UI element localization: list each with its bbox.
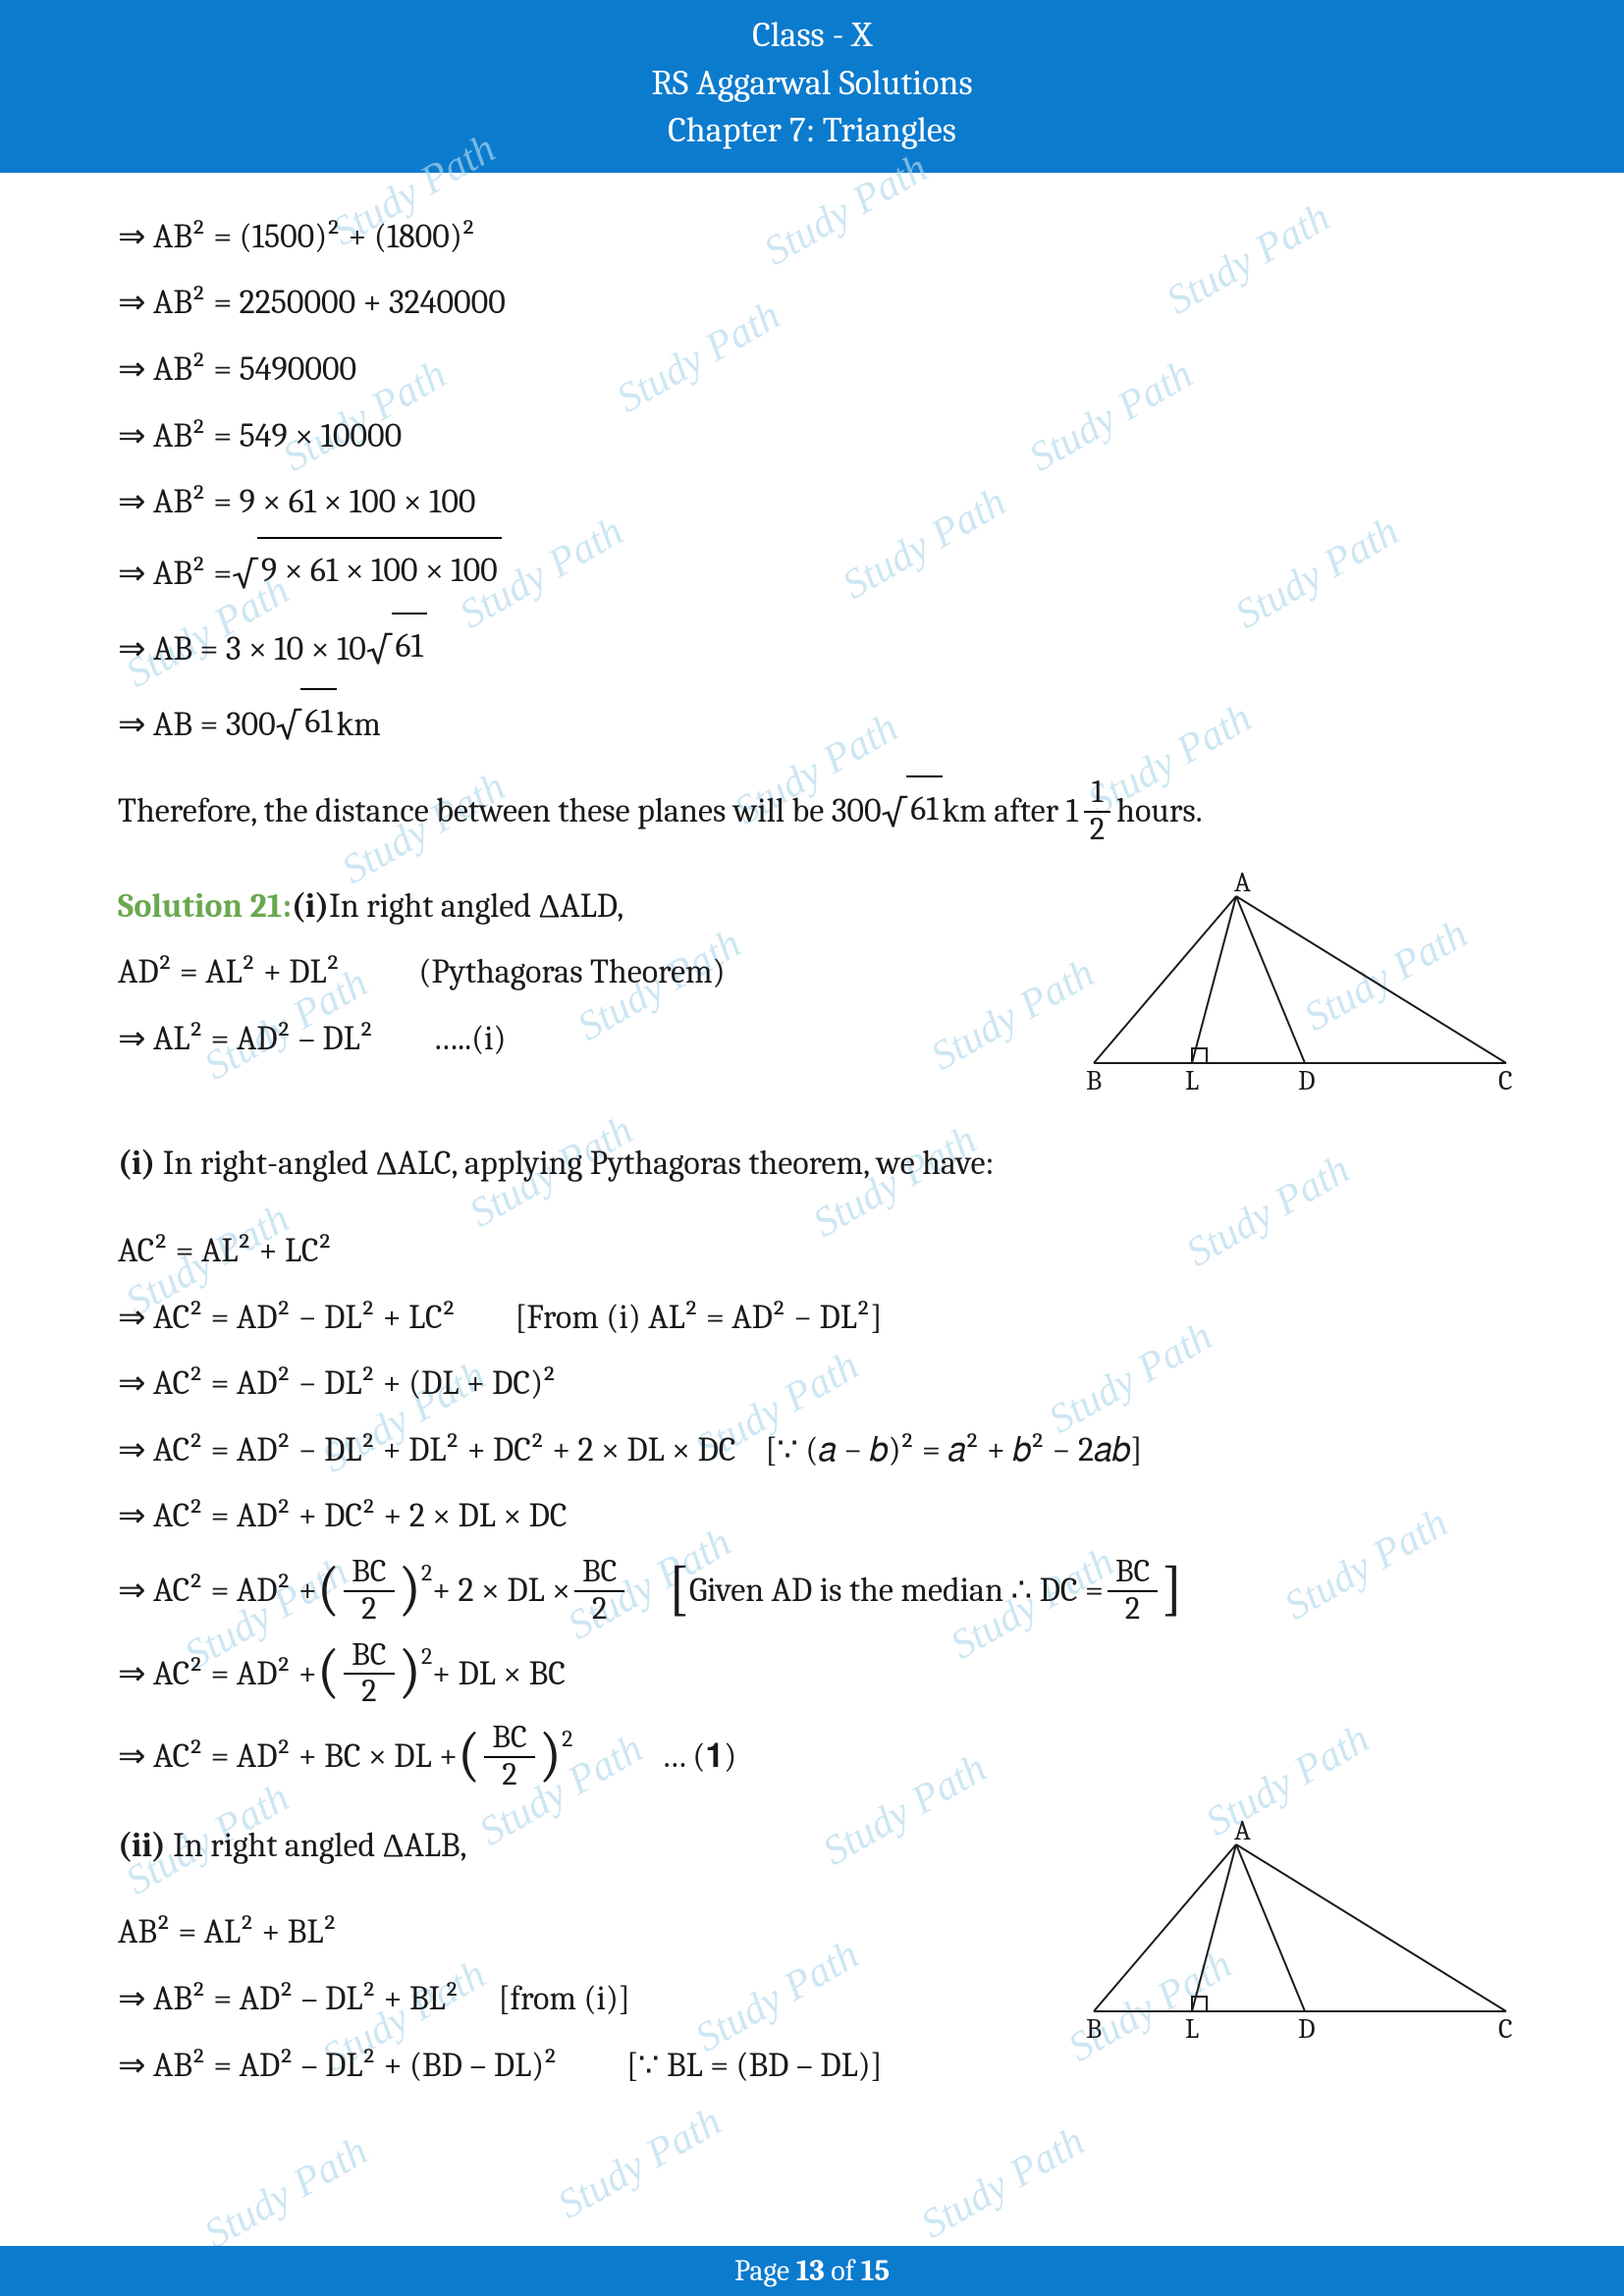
equation: AC² = AL² + LC² bbox=[118, 1219, 1526, 1283]
svg-text:D: D bbox=[1298, 2013, 1316, 2045]
content: ⇒ AB² = (1500)² + (1800)² ⇒ AB² = 225000… bbox=[0, 173, 1624, 2168]
svg-text:A: A bbox=[1234, 872, 1251, 898]
equation: ⇒ AB² = AD² – DL² + BL² [from (i)] bbox=[118, 1967, 1064, 2031]
solution-label: Solution 21: bbox=[118, 875, 292, 938]
eq-text: ⇒ AC² = AD² − DL² + DL² + DC² + 2 × DL ×… bbox=[118, 1418, 735, 1482]
part-ii-block: (ii) In right angled ΔALB, AB² = AL² + B… bbox=[118, 1800, 1526, 2100]
eq-text: ⇒ AB² = bbox=[118, 542, 232, 606]
part-i-heading: (i) In right-angled ΔALC, applying Pytha… bbox=[118, 1132, 1526, 1196]
eq-text: + 2 × DL × bbox=[432, 1551, 570, 1631]
footer-page-num: 13 bbox=[796, 2254, 825, 2288]
eq-text: km bbox=[337, 693, 381, 757]
svg-text:B: B bbox=[1086, 2013, 1102, 2045]
equation: ⇒ AB² = AD² – DL² + (BD – DL)² [∵ BL = (… bbox=[118, 2034, 1064, 2098]
triangle-diagram-2-wrap: A B L D C bbox=[1064, 1820, 1526, 2067]
equation: ⇒ AC² = AD² + (BC2)2 + DL × BC bbox=[118, 1634, 1526, 1715]
equation: ⇒ AB² = 2250000 + 3240000 bbox=[118, 271, 1526, 335]
text: In right angled ΔALB, bbox=[166, 1826, 467, 1865]
paragraph: Therefore, the distance between these pl… bbox=[118, 775, 1526, 848]
note: [from (i)] bbox=[499, 1967, 630, 2031]
equation: ⇒ AB² = 549 × 10000 bbox=[118, 404, 1526, 468]
equation: ⇒ AC² = AD² + BC × DL + (BC2)2 … (𝟏) bbox=[118, 1717, 1526, 1797]
equation: ⇒ AC² = AD² − DL² + LC² [From (i) AL² = … bbox=[118, 1286, 1526, 1350]
equation: AD² = AL² + DL² (Pythagoras Theorem) bbox=[118, 940, 1064, 1004]
equation: ⇒ AL² = AD² – DL² …..(i) bbox=[118, 1007, 1064, 1071]
sqrt: √61 bbox=[366, 613, 427, 685]
eq-text: + DL × BC bbox=[432, 1634, 566, 1715]
fraction: BC2 bbox=[344, 1555, 394, 1627]
note: [∵ BL = (BD – DL)] bbox=[626, 2034, 883, 2098]
sqrt: √61 bbox=[276, 688, 337, 761]
sqrt: √61 bbox=[882, 775, 943, 848]
equation: ⇒ AC² = AD² + (BC2)2 + 2 × DL × BC2 [Giv… bbox=[118, 1551, 1526, 1631]
equation: ⇒ AB² = 5490000 bbox=[118, 338, 1526, 401]
eq-text: ⇒ AB = 3 × 10 × 10 bbox=[118, 617, 366, 681]
equation: AB² = AL² + BL² bbox=[118, 1900, 1064, 1964]
note: Given AD is the median ∴ DC = bbox=[689, 1551, 1104, 1631]
equation: ⇒ AC² = AD² + DC² + 2 × DL × DC bbox=[118, 1484, 1526, 1548]
eq-text: ⇒ AC² = AD² − DL² + LC² bbox=[118, 1286, 456, 1350]
equation: ⇒ AB = 3 × 10 × 10 √61 bbox=[118, 613, 1526, 685]
solution-21-block: Solution 21: (i) In right angled ΔALD, A… bbox=[118, 872, 1526, 1119]
svg-text:L: L bbox=[1185, 1065, 1199, 1096]
page-header: Class - X RS Aggarwal Solutions Chapter … bbox=[0, 0, 1624, 173]
sqrt: √9 × 61 × 100 × 100 bbox=[232, 537, 502, 610]
equation: ⇒ AC² = AD² − DL² + DL² + DC² + 2 × DL ×… bbox=[118, 1418, 1526, 1482]
equation: ⇒ AB² = (1500)² + (1800)² bbox=[118, 205, 1526, 269]
part-label: (i) bbox=[292, 875, 329, 938]
equation: ⇒ AC² = AD² − DL² + (DL + DC)² bbox=[118, 1352, 1526, 1415]
triangle-diagram-1: A B L D C bbox=[1064, 872, 1526, 1097]
text: hours. bbox=[1116, 779, 1203, 843]
header-line3: Chapter 7: Triangles bbox=[0, 107, 1624, 155]
eq-text: ⇒ AC² = AD² + BC × DL + bbox=[118, 1717, 458, 1797]
page: Class - X RS Aggarwal Solutions Chapter … bbox=[0, 0, 1624, 2296]
triangle-diagram-2: A B L D C bbox=[1064, 1820, 1526, 2046]
fraction: BC2 bbox=[574, 1555, 624, 1627]
note: (Pythagoras Theorem) bbox=[418, 940, 725, 1004]
footer-page-total: 15 bbox=[861, 2254, 890, 2288]
solution-21-text: Solution 21: (i) In right angled ΔALD, A… bbox=[118, 872, 1064, 1074]
triangle-diagram-1-wrap: A B L D C bbox=[1064, 872, 1526, 1119]
page-footer: Page 13 of 15 bbox=[0, 2246, 1624, 2296]
svg-text:L: L bbox=[1185, 2013, 1199, 2045]
eq-text: AD² = AL² + DL² bbox=[118, 940, 340, 1004]
fraction: BC2 bbox=[484, 1721, 534, 1792]
text: In right angled ΔALD, bbox=[329, 875, 623, 938]
equation: ⇒ AB = 300 √61 km bbox=[118, 688, 1526, 761]
header-line1: Class - X bbox=[0, 12, 1624, 60]
eq-text: ⇒ AB = 300 bbox=[118, 693, 276, 757]
svg-text:C: C bbox=[1498, 1065, 1513, 1096]
note: [∵ (𝑎 − 𝑏)² = 𝑎² + 𝑏² − 2𝑎𝑏] bbox=[765, 1418, 1142, 1482]
note: …..(i) bbox=[433, 1007, 507, 1071]
text: In right-angled ΔALC, applying Pythagora… bbox=[155, 1144, 994, 1183]
part-ii-text: (ii) In right angled ΔALB, AB² = AL² + B… bbox=[118, 1800, 1064, 2100]
svg-text:A: A bbox=[1234, 1820, 1251, 1846]
note: [From (i) AL² = AD² − DL²] bbox=[514, 1286, 882, 1350]
eq-text: ⇒ AC² = AD² + bbox=[118, 1634, 317, 1715]
part-label: (ii) bbox=[118, 1826, 166, 1865]
text: km after 1 bbox=[943, 779, 1078, 843]
eq-text: ⇒ AC² = AD² + bbox=[118, 1551, 317, 1631]
eq-text: ⇒ AB² = AD² – DL² + (BD – DL)² bbox=[118, 2034, 558, 2098]
eq-text: ⇒ AB² = AD² – DL² + BL² bbox=[118, 1967, 460, 2031]
fraction: 12 bbox=[1082, 775, 1112, 847]
svg-text:B: B bbox=[1086, 1065, 1102, 1096]
equation: ⇒ AB² = √9 × 61 × 100 × 100 bbox=[118, 537, 1526, 610]
svg-text:C: C bbox=[1498, 2013, 1513, 2045]
eq-text: ⇒ AL² = AD² – DL² bbox=[118, 1007, 374, 1071]
header-line2: RS Aggarwal Solutions bbox=[0, 60, 1624, 108]
svg-text:D: D bbox=[1298, 1065, 1316, 1096]
part-label: (i) bbox=[118, 1144, 155, 1183]
fraction: BC2 bbox=[344, 1638, 394, 1710]
note: … (𝟏) bbox=[661, 1717, 736, 1797]
footer-prefix: Page bbox=[734, 2254, 796, 2288]
footer-mid: of bbox=[825, 2254, 861, 2288]
equation: ⇒ AB² = 9 × 61 × 100 × 100 bbox=[118, 470, 1526, 534]
fraction: BC2 bbox=[1108, 1555, 1158, 1627]
text: Therefore, the distance between these pl… bbox=[118, 779, 882, 843]
solution-heading: Solution 21: (i) In right angled ΔALD, bbox=[118, 875, 1064, 938]
part-ii-heading: (ii) In right angled ΔALB, bbox=[118, 1814, 1064, 1878]
